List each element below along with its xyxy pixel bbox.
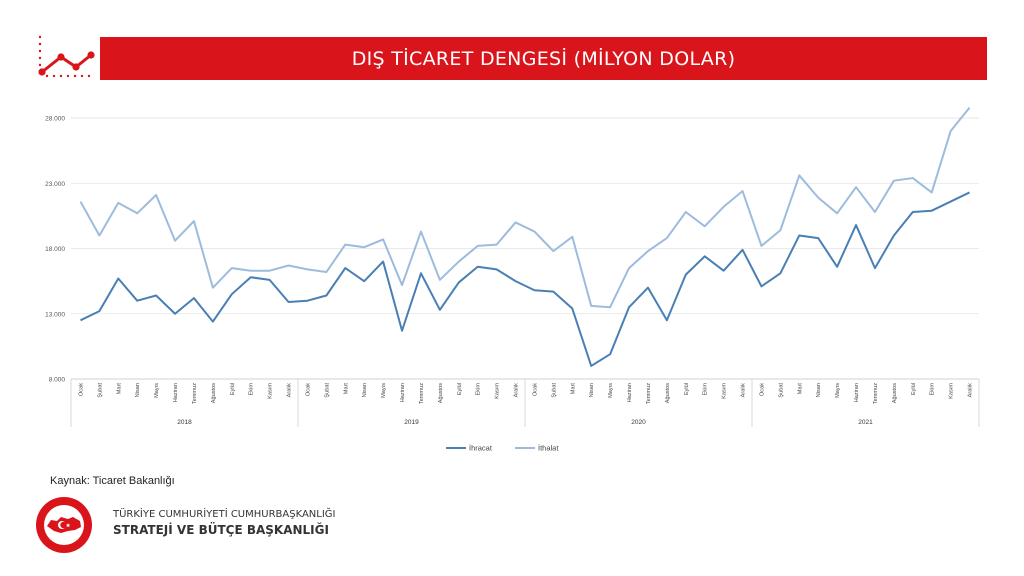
x-tick-label: Temmuz bbox=[419, 383, 425, 404]
x-tick-label: Mayıs bbox=[835, 383, 841, 398]
y-tick-label: 28.000 bbox=[45, 116, 65, 123]
x-tick-label: Ekim bbox=[249, 383, 255, 396]
series-line-ihracat bbox=[80, 191, 970, 367]
x-tick-label: Aralık bbox=[968, 383, 974, 398]
x-axis: 8.000 13.000 18.000 23.000 28.000 Ocak Şubat Ma… bbox=[45, 116, 980, 427]
y-tick-label: 13.000 bbox=[45, 311, 65, 318]
year-label: 2018 bbox=[177, 419, 192, 426]
x-tick-label: Eylül bbox=[457, 383, 463, 395]
x-tick-label: Temmuz bbox=[192, 383, 198, 404]
x-tick-label: Haziran bbox=[627, 383, 633, 402]
grid-lines bbox=[71, 117, 979, 380]
y-tick-label: 23.000 bbox=[45, 181, 65, 188]
title-banner: DIŞ TİCARET DENGESİ (MİLYON DOLAR) bbox=[100, 37, 987, 80]
x-tick-label: Ocak bbox=[305, 383, 311, 396]
x-tick-label: Nisan bbox=[589, 383, 595, 397]
x-tick-label: Haziran bbox=[854, 383, 860, 402]
x-tick-label: Mart bbox=[116, 383, 122, 395]
x-tick-label: Şubat bbox=[778, 383, 784, 398]
x-tick-label: Mart bbox=[797, 383, 803, 395]
x-tick-label: Ekim bbox=[930, 383, 936, 396]
x-tick-label: Nisan bbox=[362, 383, 368, 397]
page-title: DIŞ TİCARET DENGESİ (MİLYON DOLAR) bbox=[351, 47, 736, 70]
x-tick-label: Nisan bbox=[135, 383, 141, 397]
org-name-line2: STRATEJİ VE BÜTÇE BAŞKANLIĞI bbox=[113, 523, 329, 537]
legend-label: İthalat bbox=[538, 444, 559, 453]
x-tick-label: Ocak bbox=[532, 383, 538, 396]
org-name-line1: TÜRKİYE CUMHURİYETİ CUMHURBAŞKANLIĞI bbox=[113, 509, 336, 520]
institution-logo bbox=[36, 497, 92, 553]
x-tick-label: Ağustos bbox=[892, 383, 898, 403]
x-tick-label: Eylül bbox=[911, 383, 917, 395]
y-tick-label: 18.000 bbox=[45, 246, 65, 253]
x-tick-label: Ağustos bbox=[211, 383, 217, 403]
x-tick-label: Kasım bbox=[268, 383, 274, 399]
x-tick-label: Haziran bbox=[173, 383, 179, 402]
year-label: 2020 bbox=[631, 419, 646, 426]
series-line-ithalat bbox=[79, 106, 971, 309]
series-lines bbox=[79, 106, 971, 367]
x-tick-label: Haziran bbox=[400, 383, 406, 402]
x-tick-label: Ağustos bbox=[438, 383, 444, 403]
source-note: Kaynak: Ticaret Bakanlığı bbox=[50, 475, 175, 487]
trend-line-icon bbox=[38, 35, 95, 78]
year-label: 2019 bbox=[404, 419, 419, 426]
x-tick-label: Eylül bbox=[684, 383, 690, 395]
x-tick-label: Ekim bbox=[703, 383, 709, 396]
x-tick-label: Şubat bbox=[97, 383, 103, 398]
x-tick-label: Aralık bbox=[287, 383, 293, 398]
x-tick-label: Ocak bbox=[78, 383, 84, 396]
x-tick-label: Kasım bbox=[495, 383, 501, 399]
x-tick-label: Ekim bbox=[476, 383, 482, 396]
x-tick-label: Eylül bbox=[230, 383, 236, 395]
x-tick-label: Kasım bbox=[722, 383, 728, 399]
x-tick-label: Mayıs bbox=[381, 383, 387, 398]
x-tick-label: Mayıs bbox=[608, 383, 614, 398]
x-tick-label: Kasım bbox=[949, 383, 955, 399]
x-tick-label: Mart bbox=[343, 383, 349, 395]
x-tick-label: Nisan bbox=[816, 383, 822, 397]
x-tick-label: Temmuz bbox=[646, 383, 652, 404]
x-tick-label: Şubat bbox=[551, 383, 557, 398]
x-tick-label: Temmuz bbox=[873, 383, 879, 404]
legend: İhracat İthalat bbox=[446, 444, 559, 453]
year-label: 2021 bbox=[858, 419, 873, 426]
x-tick-label: Mart bbox=[570, 383, 576, 395]
x-tick-label: Mayıs bbox=[154, 383, 160, 398]
x-tick-label: Ağustos bbox=[665, 383, 671, 403]
x-tick-label: Ocak bbox=[759, 383, 765, 396]
x-tick-label: Şubat bbox=[324, 383, 330, 398]
x-tick-label: Aralık bbox=[514, 383, 520, 398]
x-tick-label: Aralık bbox=[741, 383, 747, 398]
legend-label: İhracat bbox=[469, 444, 493, 453]
y-tick-label: 8.000 bbox=[49, 377, 66, 384]
